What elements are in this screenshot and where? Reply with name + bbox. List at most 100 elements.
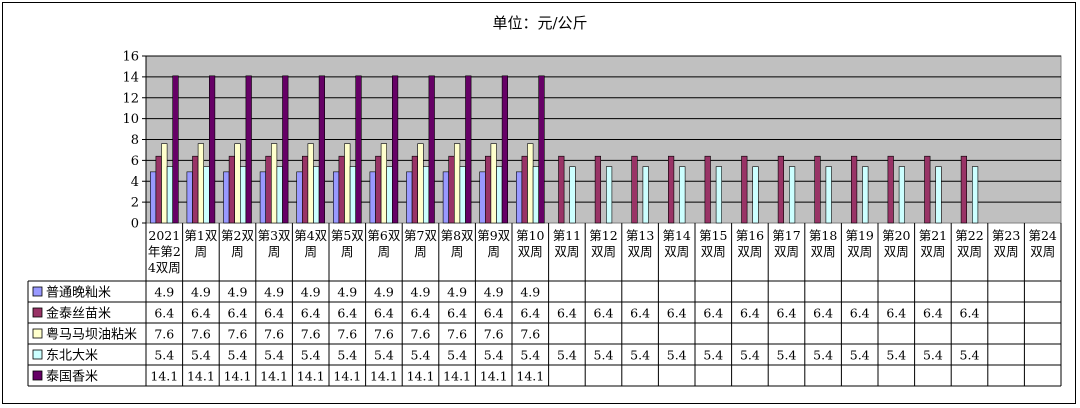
x-tick-label: 第14: [662, 228, 690, 243]
data-label: 6.4: [301, 306, 321, 321]
data-label: 14.1: [333, 369, 361, 384]
bar: [814, 155, 821, 224]
data-label: 14.1: [224, 369, 252, 384]
bar: [898, 166, 905, 224]
data-label: 7.6: [337, 327, 357, 342]
data-label: 7.6: [447, 327, 467, 342]
data-label: 5.4: [557, 348, 577, 363]
bar: [594, 155, 601, 224]
data-label: 6.4: [960, 306, 980, 321]
legend-label: 泰国香米: [46, 370, 98, 385]
data-label: 4.9: [447, 285, 467, 300]
bar: [161, 143, 168, 224]
bar: [532, 166, 539, 224]
x-tick-label: 第7双: [404, 228, 437, 243]
bar: [282, 75, 289, 224]
bar: [538, 75, 545, 224]
bar: [667, 155, 675, 224]
bar: [521, 155, 528, 224]
bar: [203, 166, 210, 224]
data-label: 5.4: [960, 348, 980, 363]
data-label: 4.9: [154, 285, 174, 300]
data-label: 5.4: [630, 348, 650, 363]
data-label: 5.4: [740, 348, 760, 363]
x-tick-label: 周: [195, 244, 208, 259]
data-label: 4.9: [484, 285, 504, 300]
bar: [380, 143, 388, 224]
data-label: 5.4: [813, 348, 833, 363]
data-label: 7.6: [301, 327, 321, 342]
bar: [234, 143, 241, 224]
chart-title: 单位：元/公斤: [492, 14, 588, 32]
data-label: 5.4: [264, 348, 284, 363]
x-tick-label: 第15: [699, 228, 727, 243]
x-tick-label: 周: [268, 244, 281, 259]
x-tick-label: 第4双: [294, 228, 327, 243]
data-label: 5.4: [411, 348, 431, 363]
bar: [862, 166, 869, 224]
x-tick-label: 第23: [992, 228, 1020, 243]
legend-swatch: [32, 286, 43, 297]
y-tick-label: 16: [122, 50, 139, 65]
data-label: 6.4: [667, 306, 687, 321]
bar: [209, 75, 216, 224]
bar: [924, 155, 931, 224]
bar: [825, 166, 832, 224]
bar: [496, 166, 503, 224]
y-tick-label: 8: [131, 133, 139, 148]
x-tick-label: 第18: [809, 228, 837, 243]
x-tick-label: 第11: [553, 228, 581, 243]
data-label: 5.4: [191, 348, 211, 363]
data-label: 5.4: [337, 348, 357, 363]
data-label: 6.4: [740, 306, 760, 321]
bar: [150, 171, 157, 224]
bar: [428, 75, 435, 224]
data-label: 14.1: [187, 369, 215, 384]
data-label: 14.1: [297, 369, 325, 384]
data-label: 4.9: [520, 285, 540, 300]
data-label: 5.4: [154, 348, 174, 363]
data-label: 14.1: [370, 369, 398, 384]
x-tick-label: 周: [414, 244, 427, 259]
x-tick-label: 第2双: [221, 228, 254, 243]
data-label: 6.4: [557, 306, 577, 321]
bar: [501, 75, 509, 224]
bar: [265, 155, 272, 224]
bar: [411, 155, 419, 224]
bar: [850, 155, 858, 224]
legend-swatch: [32, 328, 43, 339]
data-label: 4.9: [301, 285, 321, 300]
bar: [887, 155, 894, 224]
bar: [369, 171, 376, 224]
bar: [642, 166, 649, 224]
bar: [777, 155, 784, 224]
bar: [960, 155, 967, 224]
data-label: 4.9: [264, 285, 284, 300]
bar: [479, 171, 486, 224]
data-label: 4.9: [411, 285, 431, 300]
legend-swatch: [32, 349, 43, 360]
bar: [375, 155, 382, 224]
x-tick-label: 周: [378, 244, 391, 259]
bar: [752, 166, 759, 224]
y-tick-label: 2: [131, 196, 139, 211]
bar: [318, 75, 326, 224]
chart-frame: [2, 2, 1076, 404]
data-label: 6.4: [777, 306, 797, 321]
bar: [391, 75, 399, 224]
data-label: 5.4: [886, 348, 906, 363]
x-tick-label: 年第2: [148, 244, 181, 259]
x-tick-label: 第16: [736, 228, 764, 243]
data-label: 5.4: [667, 348, 687, 363]
x-tick-label: 第24: [1028, 228, 1056, 243]
bar: [459, 166, 466, 224]
data-label: 5.4: [594, 348, 614, 363]
legend-swatch: [32, 307, 43, 318]
x-tick-label: 双周: [920, 244, 945, 259]
bar: [453, 143, 461, 224]
x-tick-label: 双周: [554, 244, 579, 259]
bar: [741, 155, 748, 224]
x-tick-label: 周: [451, 244, 464, 259]
data-label: 4.9: [374, 285, 394, 300]
